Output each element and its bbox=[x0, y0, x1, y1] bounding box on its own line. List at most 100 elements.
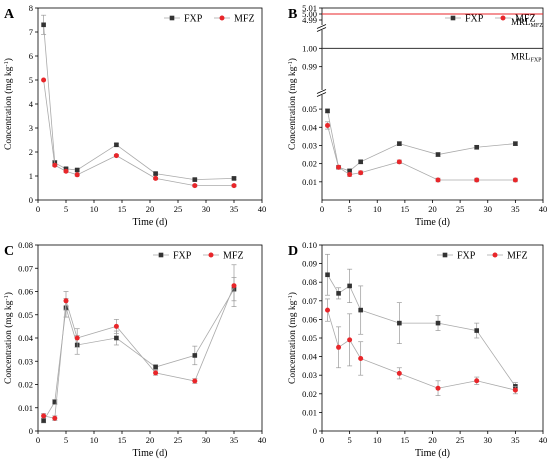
y-tick-label: 0.08 bbox=[18, 240, 33, 250]
y-tick-label: 0.01 bbox=[302, 407, 317, 417]
y-tick-label: 0.02 bbox=[302, 159, 317, 169]
series-line-fxp bbox=[43, 288, 235, 421]
y-axis-label: Concentration (mg kg-1) bbox=[287, 58, 298, 150]
data-point-fxp bbox=[325, 272, 330, 278]
x-axis-label: Time (d) bbox=[133, 448, 168, 459]
x-tick-label: 0 bbox=[320, 435, 324, 445]
legend-marker-fxp bbox=[158, 252, 164, 258]
y-tick-label: 0 bbox=[29, 426, 33, 436]
reference-label-text: MRL bbox=[511, 17, 531, 27]
x-tick-label: 20 bbox=[146, 204, 155, 214]
x-tick-label: 35 bbox=[230, 204, 239, 214]
panel-d-series-mfz bbox=[325, 298, 518, 397]
series-line-mfz bbox=[327, 125, 516, 181]
legend-label-fxp: FXP bbox=[465, 14, 484, 25]
y-tick-label: 0.05 bbox=[302, 333, 317, 343]
y-axis-label-close: ) bbox=[287, 292, 298, 295]
data-point-mfz bbox=[52, 415, 58, 421]
y-tick-label: 4.99 bbox=[302, 15, 317, 25]
x-tick-label: 25 bbox=[456, 435, 465, 445]
data-point-fxp bbox=[513, 141, 518, 146]
x-tick-label: 10 bbox=[90, 204, 99, 214]
plot-frame bbox=[37, 244, 263, 432]
y-axis-label-text: Concentration (mg kg bbox=[287, 300, 298, 384]
panel-label: A bbox=[4, 7, 15, 22]
data-point-fxp bbox=[153, 364, 158, 370]
y-tick-label: 2 bbox=[29, 147, 33, 157]
y-tick-label: 0.99 bbox=[302, 62, 317, 72]
y-tick-label: 0.03 bbox=[302, 370, 317, 380]
y-tick-label: 4 bbox=[29, 99, 34, 109]
legend-label-fxp: FXP bbox=[184, 14, 203, 25]
y-axis-label-close: ) bbox=[3, 58, 14, 61]
x-tick-label: 15 bbox=[401, 435, 410, 445]
y-tick-label: 0 bbox=[29, 195, 33, 205]
y-tick-label: 0.02 bbox=[302, 389, 317, 399]
data-point-fxp bbox=[358, 307, 363, 313]
y-tick-label: 0.02 bbox=[18, 380, 33, 390]
panel-d-series-fxp bbox=[325, 253, 518, 391]
data-point-fxp bbox=[41, 418, 46, 423]
data-point-mfz bbox=[231, 183, 237, 189]
legend-label-mfz: MFZ bbox=[507, 251, 528, 262]
data-point-mfz bbox=[474, 378, 480, 384]
data-point-fxp bbox=[52, 399, 58, 405]
x-axis-label: Time (d) bbox=[415, 448, 450, 459]
legend-marker-mfz bbox=[492, 252, 498, 258]
data-point-mfz bbox=[512, 387, 518, 393]
y-tick-label: 5 bbox=[29, 75, 33, 85]
data-point-fxp bbox=[114, 142, 119, 148]
reference-line-label: MRLFXP bbox=[511, 51, 542, 63]
x-tick-label: 0 bbox=[320, 204, 324, 214]
legend-label-mfz: MFZ bbox=[515, 14, 536, 25]
y-axis-label-close: ) bbox=[3, 292, 14, 295]
plot-frame bbox=[321, 244, 544, 432]
series-line-mfz bbox=[43, 285, 235, 419]
data-point-fxp bbox=[153, 171, 158, 176]
y-tick-label: 0.07 bbox=[302, 296, 317, 306]
x-tick-label: 20 bbox=[146, 435, 155, 445]
data-point-mfz bbox=[41, 77, 47, 83]
data-point-mfz bbox=[41, 413, 47, 419]
data-point-fxp bbox=[347, 283, 352, 289]
legend-label-mfz: MFZ bbox=[223, 251, 244, 262]
reference-label-text: MRL bbox=[511, 51, 531, 61]
y-axis-label-text: Concentration (mg kg bbox=[3, 66, 14, 150]
y-axis-label-text: Concentration (mg kg bbox=[3, 300, 14, 384]
data-point-mfz bbox=[231, 283, 237, 289]
y-tick-label: 0.06 bbox=[18, 287, 33, 297]
data-point-mfz bbox=[74, 172, 80, 178]
data-point-fxp bbox=[397, 141, 402, 146]
x-tick-label: 5 bbox=[348, 204, 352, 214]
legend-marker-mfz bbox=[500, 15, 506, 21]
y-tick-label: 0.04 bbox=[302, 352, 318, 362]
x-tick-label: 25 bbox=[456, 204, 465, 214]
axis-break-mark bbox=[316, 24, 327, 29]
data-point-fxp bbox=[347, 168, 352, 174]
data-point-mfz bbox=[396, 159, 402, 165]
y-tick-label: 0.06 bbox=[302, 314, 317, 324]
x-tick-label: 5 bbox=[64, 435, 68, 445]
plot-frame bbox=[37, 7, 263, 201]
data-point-mfz bbox=[435, 177, 441, 183]
data-point-mfz bbox=[153, 175, 159, 181]
y-axis-label-superscript: -1 bbox=[3, 61, 10, 66]
series-line-mfz bbox=[327, 309, 516, 391]
x-tick-label: 15 bbox=[118, 435, 127, 445]
panel-c-series-mfz bbox=[41, 264, 237, 421]
y-tick-label: 0.01 bbox=[18, 403, 33, 413]
y-tick-label: 0.04 bbox=[302, 122, 318, 132]
x-tick-label: 25 bbox=[174, 435, 183, 445]
data-point-mfz bbox=[192, 378, 198, 384]
x-tick-label: 15 bbox=[118, 204, 127, 214]
y-axis-label-superscript: -1 bbox=[287, 61, 294, 66]
x-tick-label: 40 bbox=[258, 204, 267, 214]
y-axis-label-superscript: -1 bbox=[3, 295, 10, 300]
data-point-fxp bbox=[192, 177, 198, 182]
data-point-fxp bbox=[435, 152, 441, 157]
data-point-fxp bbox=[114, 335, 119, 341]
series-line-fxp bbox=[327, 110, 516, 172]
panel-a-series-mfz bbox=[41, 77, 237, 189]
legend-label-fxp: FXP bbox=[457, 251, 476, 262]
